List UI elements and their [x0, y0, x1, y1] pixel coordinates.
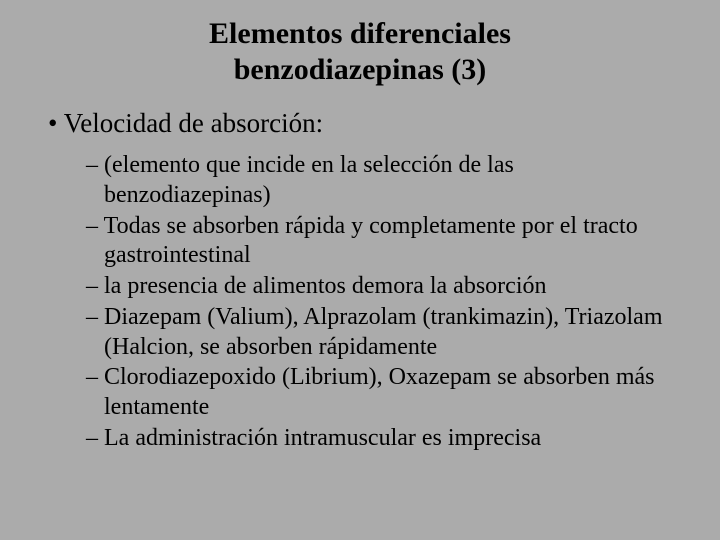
- bullet-level2-text: Todas se absorben rápida y completamente…: [104, 213, 638, 269]
- bullet-level2-item: La administración intramuscular es impre…: [104, 424, 680, 454]
- bullet-level2-text: (elemento que incide en la selección de …: [104, 152, 514, 208]
- bullet-level2-list: (elemento que incide en la selección de …: [40, 151, 680, 454]
- bullet-level1: Velocidad de absorción:: [40, 106, 680, 141]
- bullet-level2-item: (elemento que incide en la selección de …: [104, 151, 680, 211]
- slide-title: Elementos diferenciales benzodiazepinas …: [40, 16, 680, 88]
- bullet-level2-item: Clorodiazepoxido (Librium), Oxazepam se …: [104, 363, 680, 423]
- bullet-level2-text: La administración intramuscular es impre…: [104, 425, 541, 451]
- bullet-level2-text: Diazepam (Valium), Alprazolam (trankimaz…: [104, 304, 663, 360]
- bullet-level2-item: Diazepam (Valium), Alprazolam (trankimaz…: [104, 303, 680, 363]
- bullet-level2-text: la presencia de alimentos demora la abso…: [104, 273, 547, 299]
- bullet-level2-text: Clorodiazepoxido (Librium), Oxazepam se …: [104, 364, 655, 420]
- bullet-level1-text: Velocidad de absorción:: [64, 108, 323, 138]
- title-line-2: benzodiazepinas (3): [234, 53, 487, 86]
- bullet-level2-item: Todas se absorben rápida y completamente…: [104, 212, 680, 272]
- title-line-1: Elementos diferenciales: [209, 17, 511, 50]
- bullet-level2-item: la presencia de alimentos demora la abso…: [104, 272, 680, 302]
